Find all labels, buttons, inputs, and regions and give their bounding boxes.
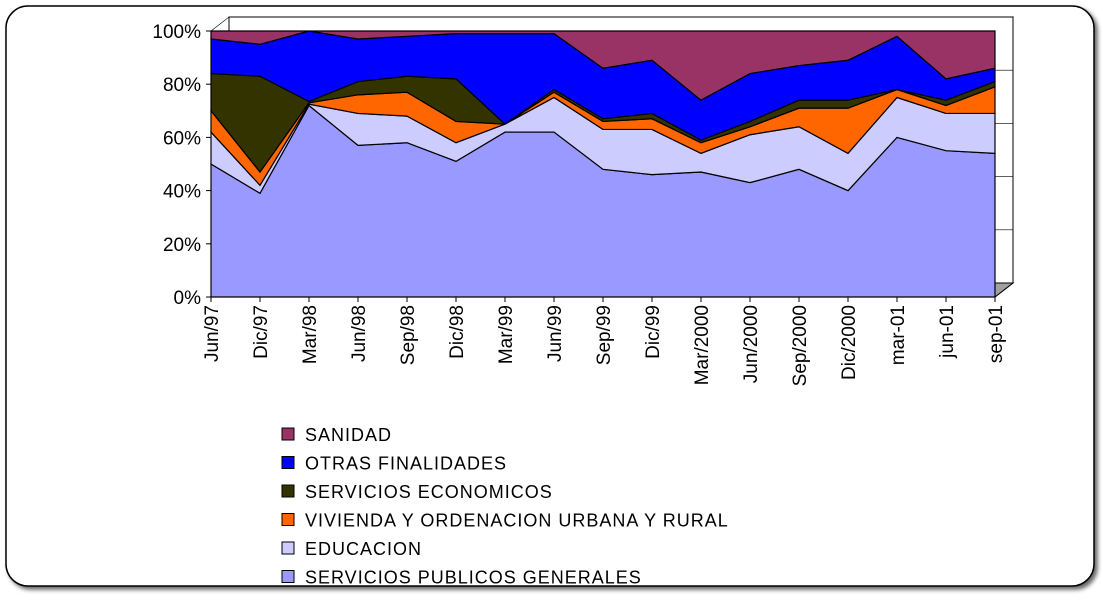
x-tick-label: Dic/98 <box>447 305 468 359</box>
x-tick-label: Sep/99 <box>594 305 615 365</box>
legend-label: SERVICIOS PUBLICOS GENERALES <box>305 568 642 588</box>
legend-swatch <box>281 541 295 555</box>
legend-swatch <box>281 427 295 441</box>
x-tick-label: mar-01 <box>888 305 909 365</box>
x-tick-label: Jun/98 <box>349 305 370 362</box>
y-tick-label: 0% <box>174 288 202 309</box>
legend-label: SANIDAD <box>305 425 392 445</box>
legend-swatch <box>281 484 295 498</box>
x-tick-label: Mar/99 <box>496 305 517 364</box>
y-tick-label: 60% <box>163 128 201 149</box>
legend-label: SERVICIOS ECONOMICOS <box>305 482 553 502</box>
y-tick-label: 40% <box>163 182 201 203</box>
legend-swatch <box>281 513 295 526</box>
legend-label: VIVIENDA Y ORDENACION URBANA Y RURAL <box>305 511 729 531</box>
x-tick-label: Mar/98 <box>300 305 321 364</box>
x-tick-label: Sep/98 <box>398 305 419 365</box>
x-tick-label: jun-01 <box>937 305 958 359</box>
legend-label: OTRAS FINALIDADES <box>305 454 507 474</box>
x-tick-label: Dic/97 <box>251 305 272 359</box>
y-tick-label: 100% <box>152 22 201 43</box>
x-tick-label: Jun/99 <box>545 305 566 362</box>
legend-swatch <box>281 456 295 469</box>
legend-swatch <box>281 570 295 583</box>
grid-line <box>210 16 1013 32</box>
x-tick-label: Dic/2000 <box>839 305 860 380</box>
x-tick-label: Jun/2000 <box>741 305 762 383</box>
legend-label: EDUCACION <box>305 539 422 559</box>
x-tick-label: Dic/99 <box>643 305 664 359</box>
x-tick-label: sep-01 <box>986 305 1007 363</box>
x-tick-label: Mar/2000 <box>692 305 713 385</box>
y-tick-label: 80% <box>163 75 201 96</box>
y-tick-label: 20% <box>163 235 201 256</box>
area <box>210 30 996 101</box>
x-tick-label: Sep/2000 <box>790 305 811 386</box>
x-tick-label: Jun/97 <box>202 305 223 362</box>
